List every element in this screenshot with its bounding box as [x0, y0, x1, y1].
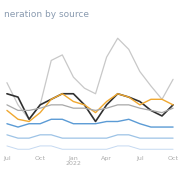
Text: neration by source: neration by source — [4, 10, 89, 19]
